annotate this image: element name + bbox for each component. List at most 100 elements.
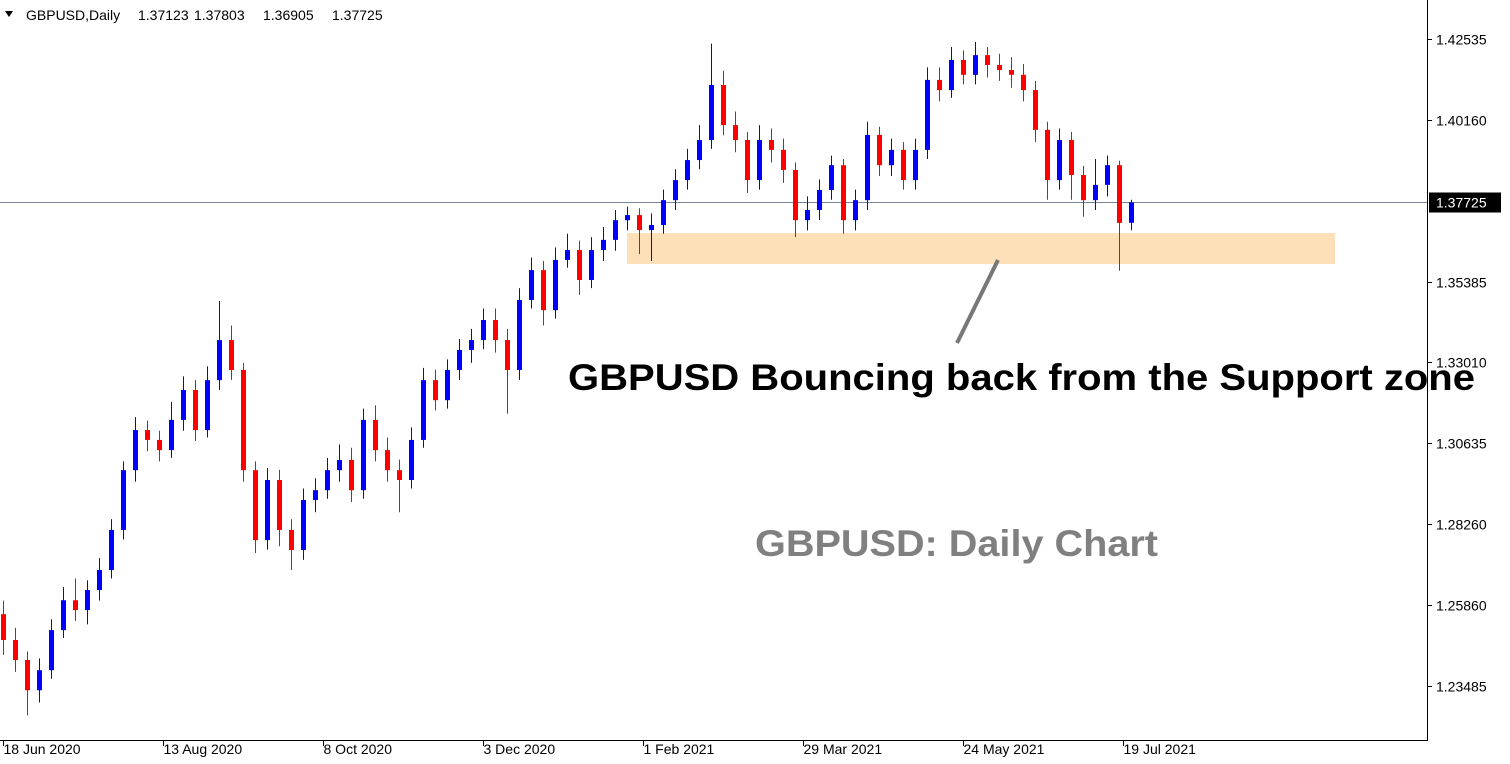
candle-body	[193, 390, 198, 431]
candle-body	[1033, 90, 1038, 130]
candle-body	[529, 270, 534, 301]
y-tick-label: 1.25860	[1436, 598, 1487, 614]
candle-body	[1009, 70, 1014, 75]
candle-body	[1057, 140, 1062, 181]
axes: 1.42535 1.40160 1.35385 1.33010 1.30635 1.282…	[3, 32, 1501, 757]
zone-layer	[627, 233, 1335, 264]
candle-body	[337, 459, 342, 471]
candle-body	[109, 529, 114, 571]
candle-body	[1081, 175, 1086, 201]
candle-body	[157, 439, 162, 451]
candle-body	[505, 340, 510, 370]
header-low: 1.36905	[263, 7, 314, 23]
candle-body	[913, 149, 918, 181]
candle-body	[265, 480, 270, 541]
candle-body	[277, 480, 282, 530]
candle-body	[469, 340, 474, 350]
candle-body	[481, 320, 486, 341]
x-tick-label: 1 Feb 2021	[644, 741, 715, 757]
y-tick-label: 1.30635	[1436, 436, 1487, 452]
candle-body	[229, 340, 234, 370]
candle-body	[589, 250, 594, 280]
candle-body	[829, 165, 834, 190]
candle-body	[613, 220, 618, 240]
support-zone	[627, 233, 1335, 264]
candle-body	[1093, 184, 1098, 201]
candle-body	[145, 430, 150, 440]
candle-body	[637, 215, 642, 231]
candle-body	[13, 639, 18, 661]
x-tick-label: 3 Dec 2020	[484, 741, 556, 757]
candle-body	[1045, 129, 1050, 181]
candle-body	[997, 64, 1002, 71]
candle-body	[661, 200, 666, 225]
annotation-arrow	[955, 259, 1000, 344]
candle-body	[1021, 74, 1026, 91]
candle-body	[1129, 202, 1134, 223]
candle-body	[745, 140, 750, 181]
candle-body	[361, 419, 366, 491]
candle-body	[541, 270, 546, 311]
candle-body	[1, 614, 6, 640]
candle-body	[721, 85, 726, 126]
candle-body	[925, 79, 930, 150]
price-tag	[1429, 192, 1501, 213]
candle-body	[565, 250, 570, 260]
candle-body	[289, 529, 294, 550]
candle-body	[133, 430, 138, 471]
candle-body	[805, 209, 810, 221]
candle-body	[817, 189, 822, 210]
x-tick-label: 8 Oct 2020	[324, 741, 393, 757]
candle-body	[733, 125, 738, 141]
y-tick-label: 1.28260	[1436, 517, 1487, 533]
candle-body	[241, 369, 246, 471]
candle-body	[577, 250, 582, 280]
x-tick-label: 18 Jun 2020	[4, 741, 81, 757]
symbol: GBPUSD,Daily	[26, 7, 120, 23]
candle-body	[121, 470, 126, 530]
y-tick-label: 1.23485	[1436, 679, 1487, 695]
candle-body	[493, 320, 498, 341]
candle-body	[685, 160, 690, 181]
candle-body	[373, 419, 378, 451]
candle-body	[949, 59, 954, 91]
y-tick-label: 1.42535	[1436, 32, 1487, 48]
candle-body	[961, 59, 966, 75]
candle-body	[601, 239, 606, 251]
annotation: GBPUSD Bouncing back from the Support zo…	[568, 357, 1475, 398]
candle-body	[313, 490, 318, 501]
candle-body	[409, 439, 414, 481]
candle-body	[769, 140, 774, 150]
candle-body	[937, 79, 942, 91]
candles	[1, 41, 1134, 716]
candle-body	[985, 55, 990, 65]
candle-body	[877, 134, 882, 166]
y-tick-label: 1.40160	[1436, 113, 1487, 129]
candle-body	[37, 670, 42, 691]
x-tick-label: 24 May 2021	[964, 741, 1045, 757]
candle-body	[61, 600, 66, 631]
dropdown-icon	[5, 11, 13, 17]
candle-body	[757, 140, 762, 181]
candle-body	[625, 215, 630, 221]
candle-body	[349, 459, 354, 491]
candle-body	[217, 340, 222, 381]
candle-body	[253, 470, 258, 541]
x-tick-label: 19 Jul 2021	[1124, 741, 1197, 757]
candle-body	[169, 419, 174, 451]
candle-body	[853, 200, 858, 221]
candle-body	[841, 165, 846, 221]
candle-body	[49, 630, 54, 671]
candle-body	[325, 470, 330, 491]
candle-body	[889, 149, 894, 166]
chart-title: GBPUSD: Daily Chart	[755, 523, 1158, 564]
candle-body	[457, 349, 462, 370]
candle-body	[865, 134, 870, 201]
candle-body	[97, 570, 102, 591]
candle-body	[973, 55, 978, 75]
candle-body	[517, 300, 522, 370]
candle-body	[25, 660, 30, 691]
